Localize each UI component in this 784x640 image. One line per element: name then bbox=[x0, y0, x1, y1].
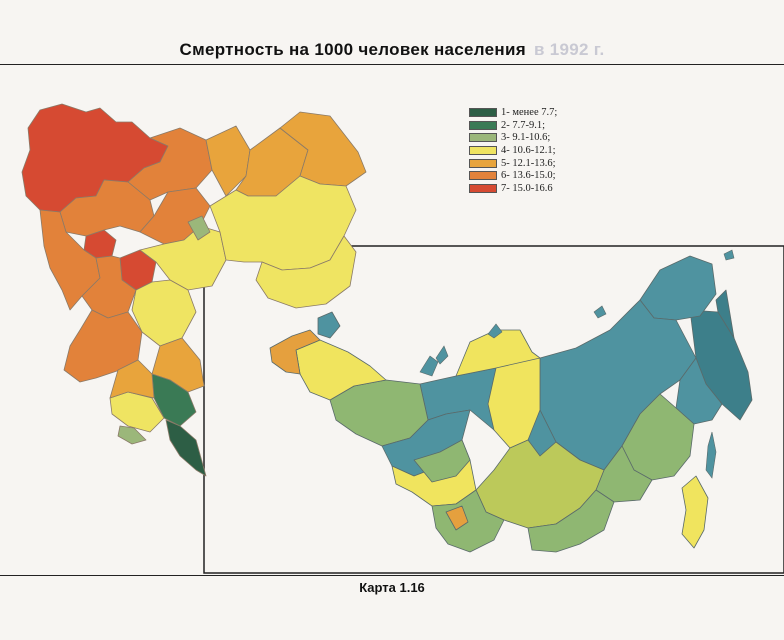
inset-kamchatka bbox=[715, 289, 735, 339]
legend-swatch-1 bbox=[469, 107, 497, 117]
legend: 1- менее 7.7; 2- 7.7-9.1; 3- 9.1-10.6; 4… bbox=[469, 106, 557, 195]
region-north-east bbox=[279, 111, 367, 187]
legend-item: 3- 9.1-10.6; bbox=[469, 131, 557, 144]
map-title-year: в 1992 г. bbox=[533, 40, 605, 59]
legend-item: 6- 13.6-15.0; bbox=[469, 169, 557, 182]
legend-item: 7- 15.0-16.6 bbox=[469, 182, 557, 195]
legend-label: 3- 9.1-10.6; bbox=[501, 132, 551, 144]
island-novaya-zemlya-south bbox=[435, 345, 449, 365]
region-green-small bbox=[187, 215, 211, 241]
inset-tomsk-green bbox=[413, 439, 471, 483]
inset-south-yellow-green bbox=[475, 439, 605, 529]
region-caucasus-dark bbox=[165, 419, 207, 477]
island-wrangel bbox=[723, 249, 735, 261]
region-south-orange bbox=[63, 309, 143, 383]
map-caption: Карта 1.16 bbox=[359, 580, 425, 595]
inset-primorye-yellow bbox=[681, 475, 709, 549]
legend-swatch-4 bbox=[469, 145, 497, 155]
map-frame bbox=[0, 64, 784, 576]
legend-label: 6- 13.6-15.0; bbox=[501, 170, 556, 182]
legend-label: 4- 10.6-12.1; bbox=[501, 144, 556, 156]
legend-item: 2- 7.7-9.1; bbox=[469, 119, 557, 132]
island-severnaya-zemlya bbox=[487, 323, 503, 339]
legend-swatch-7 bbox=[469, 183, 497, 193]
legend-item: 4- 10.6-12.1; bbox=[469, 144, 557, 157]
region-kaliningrad bbox=[109, 359, 155, 399]
region-caucasus-small-green bbox=[117, 425, 147, 445]
legend-item: 1- менее 7.7; bbox=[469, 106, 557, 119]
russia-inset bbox=[269, 255, 753, 553]
european-russia bbox=[21, 103, 367, 477]
legend-label: 5- 12.1-13.6; bbox=[501, 157, 556, 169]
island-sakhalin bbox=[705, 431, 717, 479]
island-new-siberian bbox=[593, 305, 607, 319]
region-south-yellow bbox=[131, 279, 197, 347]
legend-swatch-6 bbox=[469, 171, 497, 181]
inset-north-west-orange bbox=[269, 329, 321, 375]
legend-item: 5- 12.1-13.6; bbox=[469, 157, 557, 170]
inset-west-yellow bbox=[295, 339, 387, 401]
region-north-caucasus-green bbox=[151, 373, 197, 427]
map-title: Смертность на 1000 человек населения в 19… bbox=[0, 40, 784, 60]
legend-label: 7- 15.0-16.6 bbox=[501, 182, 553, 194]
arctic-islands bbox=[419, 249, 735, 479]
inset-south-orange-small bbox=[445, 505, 469, 531]
region-north-orange bbox=[127, 127, 213, 201]
legend-label: 1- менее 7.7; bbox=[501, 106, 558, 118]
inset-frame bbox=[203, 245, 784, 574]
island-novaya-zemlya-north bbox=[419, 355, 439, 377]
legend-label: 2- 7.7-9.1; bbox=[501, 119, 546, 131]
inset-chita-green bbox=[527, 489, 615, 553]
region-siberia-west-yellow bbox=[255, 235, 357, 309]
legend-swatch-3 bbox=[469, 133, 497, 143]
inset-chukotka bbox=[639, 255, 717, 321]
inset-kola-teal bbox=[317, 311, 341, 339]
legend-swatch-2 bbox=[469, 120, 497, 130]
legend-swatch-5 bbox=[469, 158, 497, 168]
map-title-text: Смертность на 1000 человек населения bbox=[179, 40, 526, 59]
